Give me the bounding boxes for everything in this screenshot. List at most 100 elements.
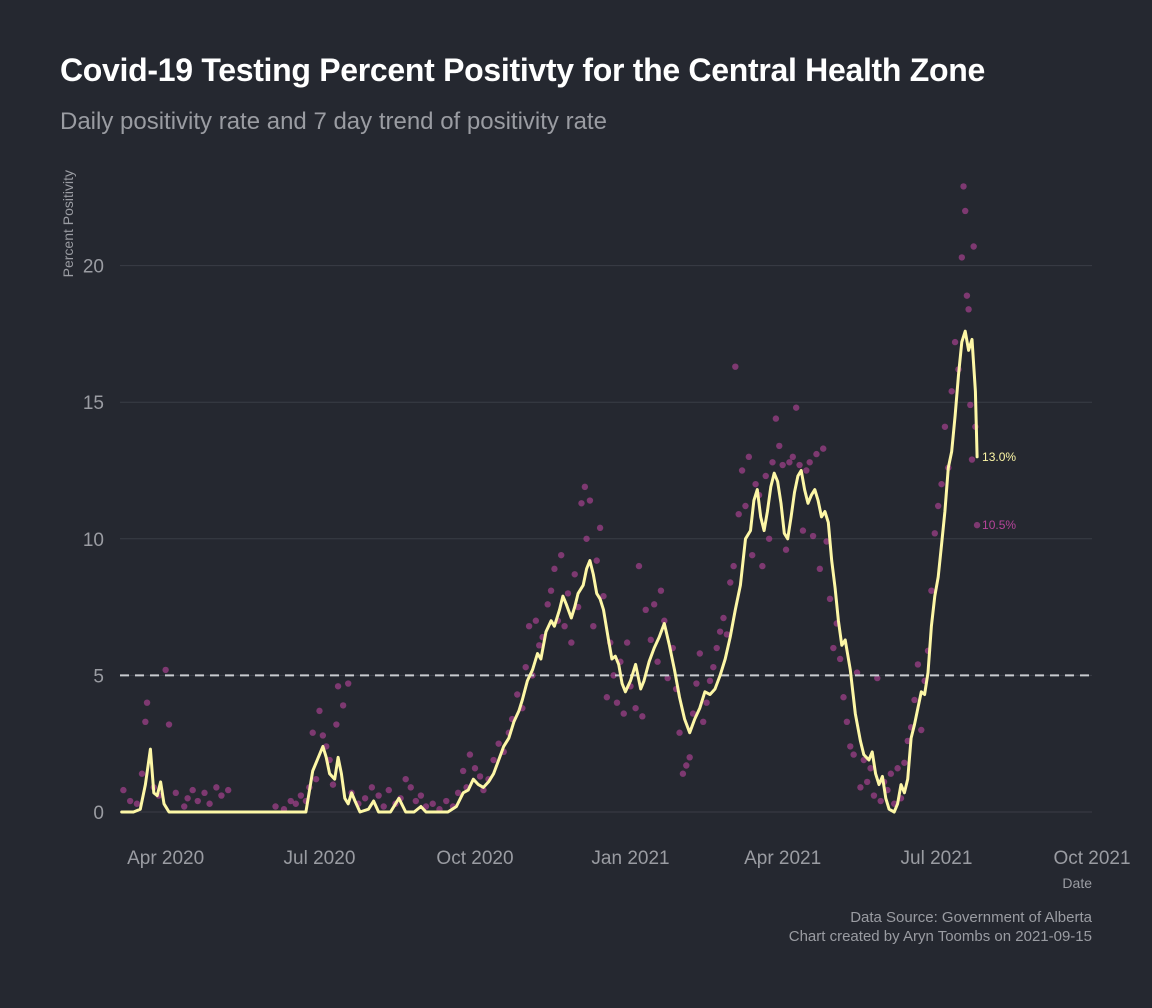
daily-point [738, 467, 746, 474]
daily-point [693, 680, 700, 687]
daily-point [730, 562, 737, 570]
daily-point [571, 571, 578, 578]
daily-point [639, 713, 646, 720]
daily-point [931, 530, 938, 537]
daily-point [654, 658, 661, 665]
daily-point [870, 792, 878, 799]
daily-point [345, 680, 352, 687]
data-source: Data Source: Government of Alberta [850, 909, 1092, 926]
daily-point [948, 388, 955, 395]
daily-point [551, 565, 558, 573]
daily-point [454, 789, 462, 797]
daily-point [816, 565, 824, 573]
daily-point [143, 699, 151, 706]
daily-point [536, 642, 543, 649]
daily-point [857, 784, 864, 791]
daily-point [385, 786, 392, 794]
trend-end-label: 13.0% [982, 450, 1016, 464]
daily-point [339, 702, 347, 709]
daily-point [642, 606, 649, 614]
daily-point [600, 592, 607, 600]
daily-point [752, 480, 759, 488]
daily-point [586, 497, 594, 504]
daily-point [316, 707, 323, 715]
daily-point [590, 622, 597, 630]
daily-point [466, 751, 474, 758]
daily-point [407, 784, 414, 791]
daily-point [732, 363, 739, 370]
daily-point [583, 535, 590, 542]
daily-point [820, 445, 827, 452]
daily-point [532, 617, 540, 624]
trend-layer [120, 329, 979, 814]
daily-point [650, 601, 658, 608]
daily-point [564, 590, 572, 597]
daily-point [138, 770, 146, 777]
daily-point [830, 644, 837, 652]
daily-point [632, 704, 639, 712]
daily-point [333, 721, 340, 728]
daily-point [610, 672, 617, 679]
daily-point [676, 729, 683, 736]
daily-point [292, 800, 300, 807]
daily-point [735, 510, 742, 518]
daily-point [749, 551, 756, 559]
daily-point [973, 521, 981, 529]
daily-point [578, 500, 585, 507]
daily-point [172, 789, 179, 797]
daily-point [683, 762, 690, 769]
daily-point [742, 502, 749, 510]
daily-points [120, 183, 981, 813]
daily-point [309, 729, 316, 736]
daily-point [417, 792, 425, 799]
daily-point [792, 404, 800, 411]
daily-point [911, 696, 918, 704]
daily-point [894, 765, 901, 772]
daily-point [443, 797, 450, 805]
daily-point [813, 450, 820, 458]
daily-point [380, 803, 387, 810]
daily-point [938, 480, 945, 488]
daily-point [368, 784, 376, 791]
daily-point [836, 655, 844, 663]
daily-point [958, 254, 966, 261]
daily-point [181, 803, 188, 810]
daily-point [716, 628, 724, 635]
daily-point [679, 770, 687, 777]
y-tick-label: 20 [83, 257, 104, 278]
daily-point [706, 677, 714, 685]
daily-point [710, 663, 717, 671]
daily-point [312, 775, 320, 783]
daily-point [703, 699, 710, 706]
daily-point [928, 587, 935, 594]
daily-point [877, 797, 884, 805]
x-tick-label: Apr 2020 [127, 848, 204, 869]
x-tick-label: Jul 2021 [901, 848, 973, 869]
x-tick-label: Oct 2020 [436, 848, 513, 869]
daily-point [593, 557, 600, 564]
daily-point [713, 644, 720, 652]
daily-point [525, 622, 533, 630]
daily-point [789, 453, 796, 461]
daily-point [965, 306, 972, 313]
daily-point [561, 622, 568, 630]
daily-point [194, 797, 201, 805]
daily-point [623, 639, 631, 646]
daily-point [319, 732, 327, 739]
daily-point [412, 797, 420, 805]
daily-point [782, 546, 790, 553]
caption: Data Source: Government of Alberta Chart… [789, 908, 1092, 946]
daily-point [799, 527, 807, 534]
daily-point [471, 765, 479, 772]
daily-point [918, 726, 925, 734]
daily-point [490, 756, 497, 764]
daily-point [603, 694, 611, 701]
chart-subtitle: Daily positivity rate and 7 day trend of… [60, 108, 607, 135]
daily-point [720, 614, 727, 622]
daily-point [823, 538, 830, 545]
chart-title: Covid-19 Testing Percent Positivty for t… [60, 52, 985, 88]
daily-point [142, 718, 149, 726]
daily-point [806, 459, 813, 466]
daily-point [647, 636, 654, 644]
